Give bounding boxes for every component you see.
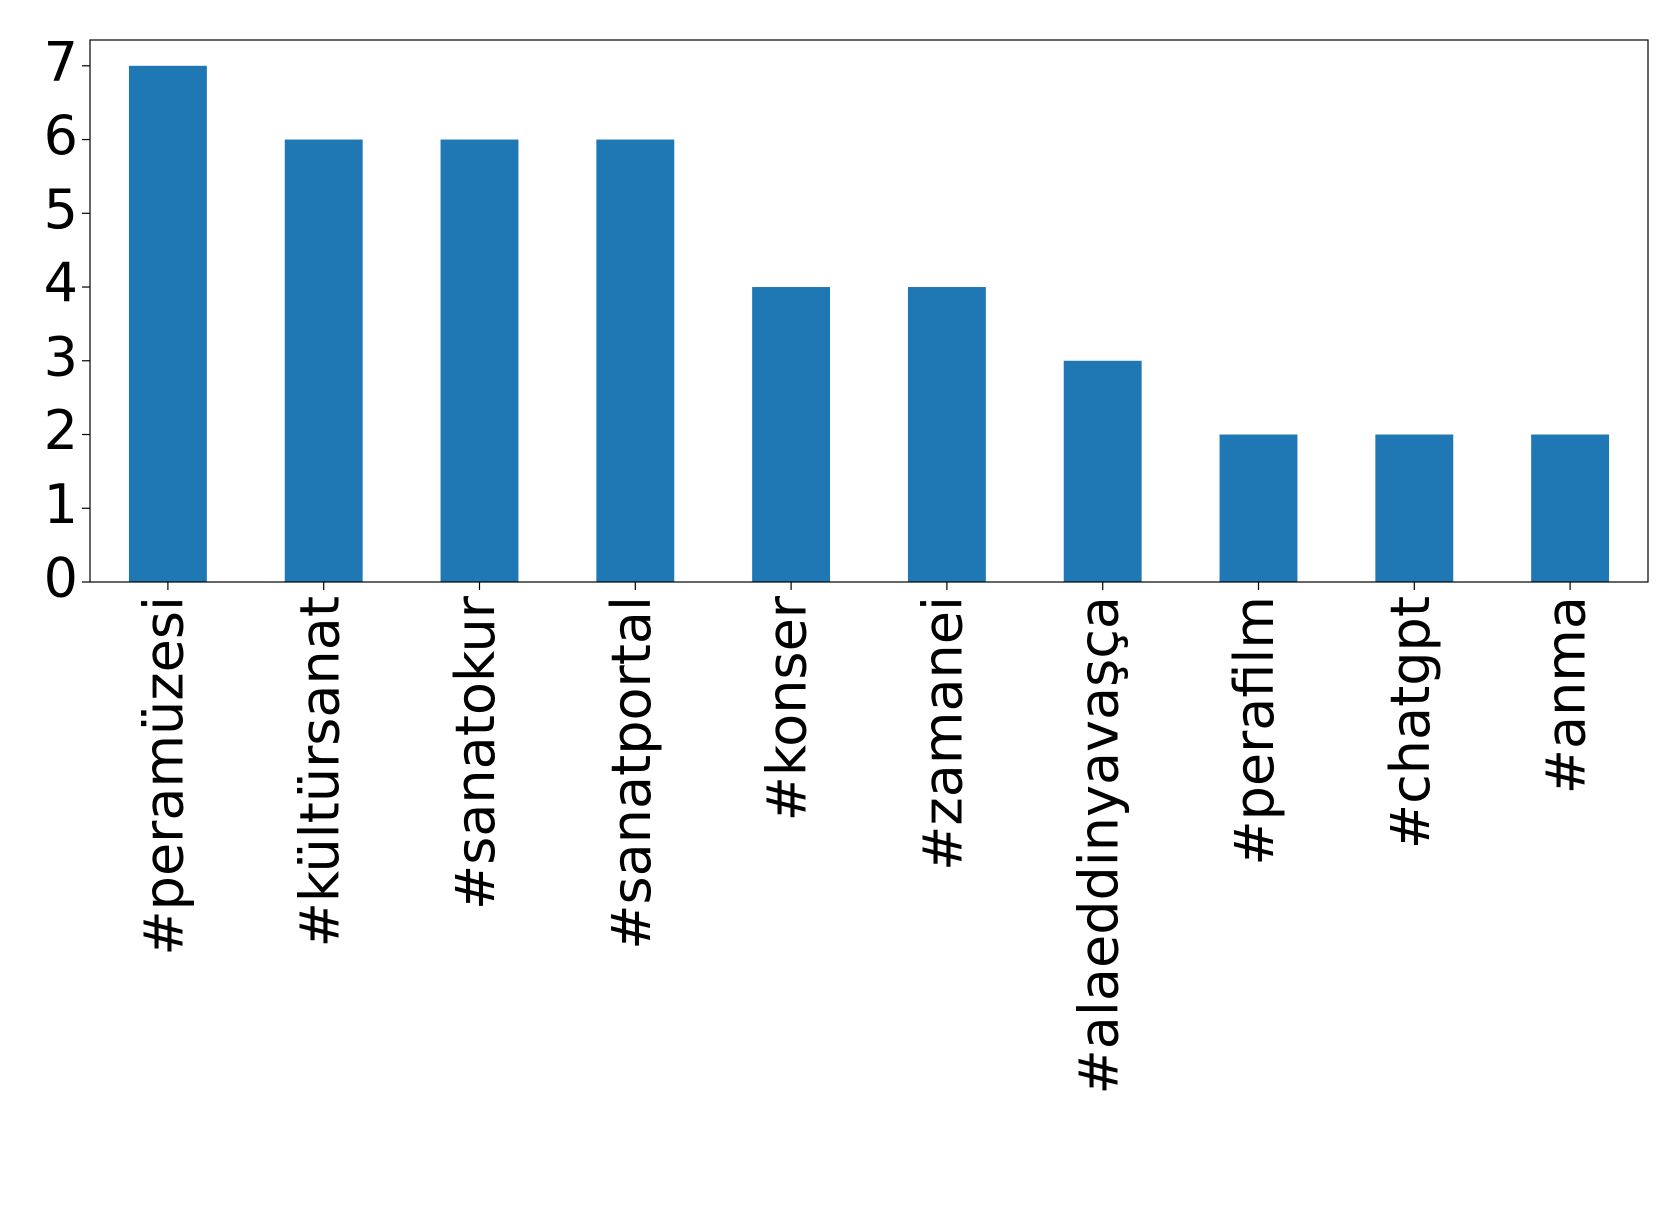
x-tick-label: #chatgpt xyxy=(1379,596,1442,849)
bar xyxy=(1531,434,1610,582)
bar xyxy=(128,65,207,583)
y-tick-label: 0 xyxy=(44,547,78,610)
bar xyxy=(596,139,675,582)
y-tick-label: 1 xyxy=(44,473,78,536)
x-tick-label: #konser xyxy=(756,595,819,821)
y-tick-label: 2 xyxy=(44,399,78,462)
x-tick-label: #zamanei xyxy=(912,596,975,871)
y-tick-label: 6 xyxy=(44,104,78,167)
plot-frame xyxy=(89,39,1649,583)
bar xyxy=(1063,360,1142,582)
x-tick-label: #sanatportal xyxy=(600,596,663,950)
bar xyxy=(907,287,986,582)
bar xyxy=(1219,434,1298,582)
bar xyxy=(752,287,831,582)
bar xyxy=(440,139,519,582)
y-tick-label: 7 xyxy=(44,30,78,93)
x-tick-label: #kültürsanat xyxy=(288,596,351,947)
y-tick-label: 4 xyxy=(44,252,78,315)
x-tick-label: #anma xyxy=(1535,596,1598,794)
x-tick-label: #perafilm xyxy=(1223,596,1286,866)
y-tick-label: 5 xyxy=(44,178,78,241)
x-tick-label: #alaeddinyavaşça xyxy=(1067,596,1130,1094)
bar xyxy=(1375,434,1454,582)
y-tick-label: 3 xyxy=(44,325,78,388)
bar xyxy=(284,139,363,582)
x-tick-label: #sanatokur xyxy=(444,595,507,910)
x-tick-label: #peramüzesi xyxy=(133,596,196,956)
